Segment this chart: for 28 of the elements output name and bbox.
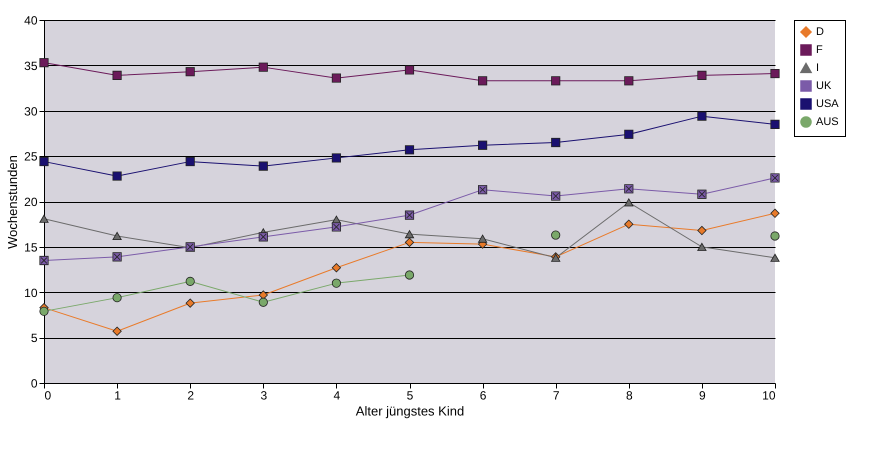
y-tick-label: 0 bbox=[30, 376, 38, 390]
y-axis-title: Wochenstunden bbox=[5, 155, 20, 249]
x-tick-label: 10 bbox=[762, 388, 776, 402]
x-tick-label: 1 bbox=[114, 388, 122, 402]
legend-label: USA bbox=[816, 98, 840, 110]
x-tick-label: 4 bbox=[334, 388, 341, 402]
legend-label: I bbox=[816, 62, 820, 74]
y-tick-label: 30 bbox=[24, 104, 38, 118]
x-tick-label: 8 bbox=[626, 388, 633, 402]
y-tick-label: 20 bbox=[24, 195, 38, 209]
x-axis-title: Alter jüngstes Kind bbox=[356, 404, 464, 418]
y-tick-label: 40 bbox=[24, 14, 38, 28]
x-tick-label: 9 bbox=[699, 388, 706, 402]
legend-label: F bbox=[816, 44, 823, 56]
y-tick-label: 35 bbox=[24, 58, 38, 73]
y-tick-label: 15 bbox=[24, 240, 38, 254]
legend-label: D bbox=[816, 26, 824, 38]
legend-label: AUS bbox=[816, 116, 839, 128]
x-tick-label: 5 bbox=[406, 388, 414, 402]
y-tick-label: 25 bbox=[24, 150, 38, 164]
x-tick-label: 3 bbox=[260, 388, 268, 402]
y-tick-label: 5 bbox=[30, 331, 38, 346]
x-tick-label: 7 bbox=[552, 388, 560, 402]
legend-label: UK bbox=[816, 80, 832, 92]
x-tick-label: 2 bbox=[187, 388, 194, 402]
y-tick-label: 10 bbox=[24, 286, 38, 300]
x-tick-label: 6 bbox=[480, 388, 487, 402]
x-tick-label: 0 bbox=[44, 388, 52, 402]
